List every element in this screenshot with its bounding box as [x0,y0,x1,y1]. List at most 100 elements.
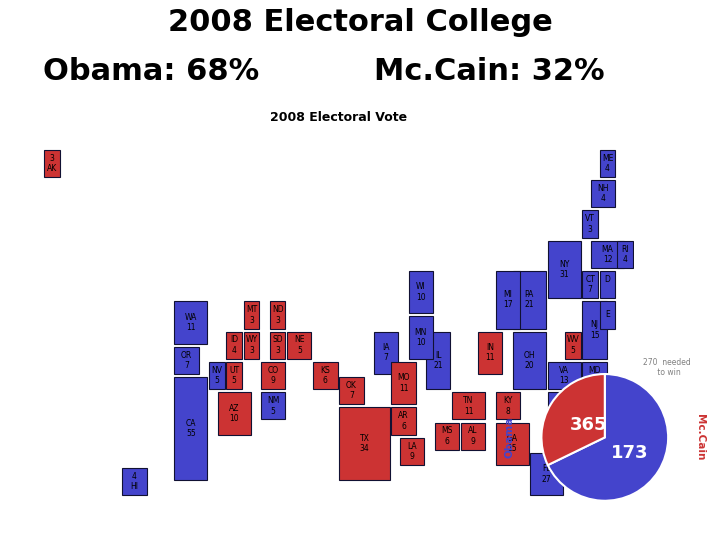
Text: MD
10: MD 10 [588,366,600,385]
Text: 3
AK: 3 AK [47,153,57,173]
Bar [392,407,415,435]
Text: WY
3: WY 3 [246,335,258,355]
Text: 365: 365 [570,416,608,434]
Bar [513,271,546,328]
Text: GA
15: GA 15 [506,434,518,454]
Text: WI
10: WI 10 [416,282,426,302]
Wedge shape [548,374,668,501]
Bar [392,362,415,404]
Text: TN
11: TN 11 [464,396,474,416]
Text: NY
31: NY 31 [559,260,570,279]
Text: AZ
10: AZ 10 [229,404,240,423]
Text: Obama: Obama [505,417,515,458]
Text: WA
11: WA 11 [184,313,197,332]
Text: AL
9: AL 9 [468,427,478,446]
Bar [409,316,433,359]
Text: 4
HI: 4 HI [130,472,138,491]
Text: OH
20: OH 20 [523,350,535,370]
Bar [617,241,633,268]
Text: MA
12: MA 12 [602,245,613,264]
Bar [174,347,199,374]
Text: KS
6: KS 6 [320,366,330,385]
Text: WV
5: WV 5 [567,335,579,355]
Text: KY
8: KY 8 [503,396,513,416]
Bar [582,301,607,359]
Text: MT
3: MT 3 [246,305,257,325]
Bar [426,332,451,389]
Text: UT
5: UT 5 [229,366,239,385]
Text: MO
11: MO 11 [397,373,410,393]
Text: VA
13: VA 13 [559,366,569,385]
Text: NC
15: NC 15 [559,396,570,416]
Text: Obama: 68%: Obama: 68% [43,57,259,86]
Text: IN
11: IN 11 [485,343,495,362]
Bar [122,468,146,495]
Text: 270  needed
      to win: 270 needed to win [643,358,690,377]
Text: D: D [605,275,611,294]
Bar [244,332,259,359]
Bar [261,362,285,389]
Text: 2008 Electoral College: 2008 Electoral College [168,8,552,37]
Text: ME
4: ME 4 [602,153,613,173]
Bar [461,422,485,450]
Bar [435,422,459,450]
Text: SC
8: SC 8 [555,427,564,446]
Bar [174,301,207,343]
Text: 173: 173 [611,444,649,462]
Bar [261,392,285,420]
Bar [591,180,616,207]
Text: CT
7: CT 7 [585,275,595,294]
Bar [313,362,338,389]
Bar [209,362,225,389]
Text: ND
3: ND 3 [272,305,284,325]
Text: IA
7: IA 7 [382,343,390,362]
Bar [548,392,580,420]
Text: OK
7: OK 7 [346,381,357,400]
Bar [339,407,390,480]
Text: NH
4: NH 4 [598,184,609,203]
Bar [174,377,207,480]
Text: IL
21: IL 21 [433,350,443,370]
Bar [600,301,616,328]
Text: SD
3: SD 3 [272,335,283,355]
Bar [226,362,242,389]
Bar [582,271,598,298]
Bar [548,241,580,298]
Bar [478,332,503,374]
Text: NM
5: NM 5 [267,396,279,416]
Text: MN
10: MN 10 [415,328,427,347]
Bar [374,332,398,374]
Text: OR
7: OR 7 [181,350,192,370]
Bar [270,301,285,328]
Text: CO
9: CO 9 [268,366,279,385]
Bar [400,438,424,465]
Bar [452,392,485,420]
Bar [591,241,624,268]
Bar [226,332,242,359]
Text: FL
27: FL 27 [542,464,552,484]
Text: Mc.Cain: Mc.Cain [695,414,705,461]
Bar [44,150,60,177]
Bar [495,392,520,420]
Text: 2008 Electoral Vote: 2008 Electoral Vote [270,111,407,124]
Bar [600,271,616,298]
Bar [217,392,251,435]
Text: E: E [606,310,610,319]
Text: NV
5: NV 5 [212,366,222,385]
Bar [495,422,528,465]
Text: MS
6: MS 6 [441,427,453,446]
Wedge shape [541,374,605,465]
Text: AR
6: AR 6 [398,411,409,431]
Bar [530,453,563,495]
Text: ID
4: ID 4 [230,335,238,355]
Bar [600,150,616,177]
Text: MI
17: MI 17 [503,290,513,309]
Text: NJ
15: NJ 15 [590,320,599,340]
Bar [270,332,285,359]
Text: NE
5: NE 5 [294,335,305,355]
Bar [339,377,364,404]
Bar [495,271,520,328]
Text: VT
3: VT 3 [585,214,595,234]
Text: Mc.Cain: 32%: Mc.Cain: 32% [374,57,605,86]
Bar [565,332,580,359]
